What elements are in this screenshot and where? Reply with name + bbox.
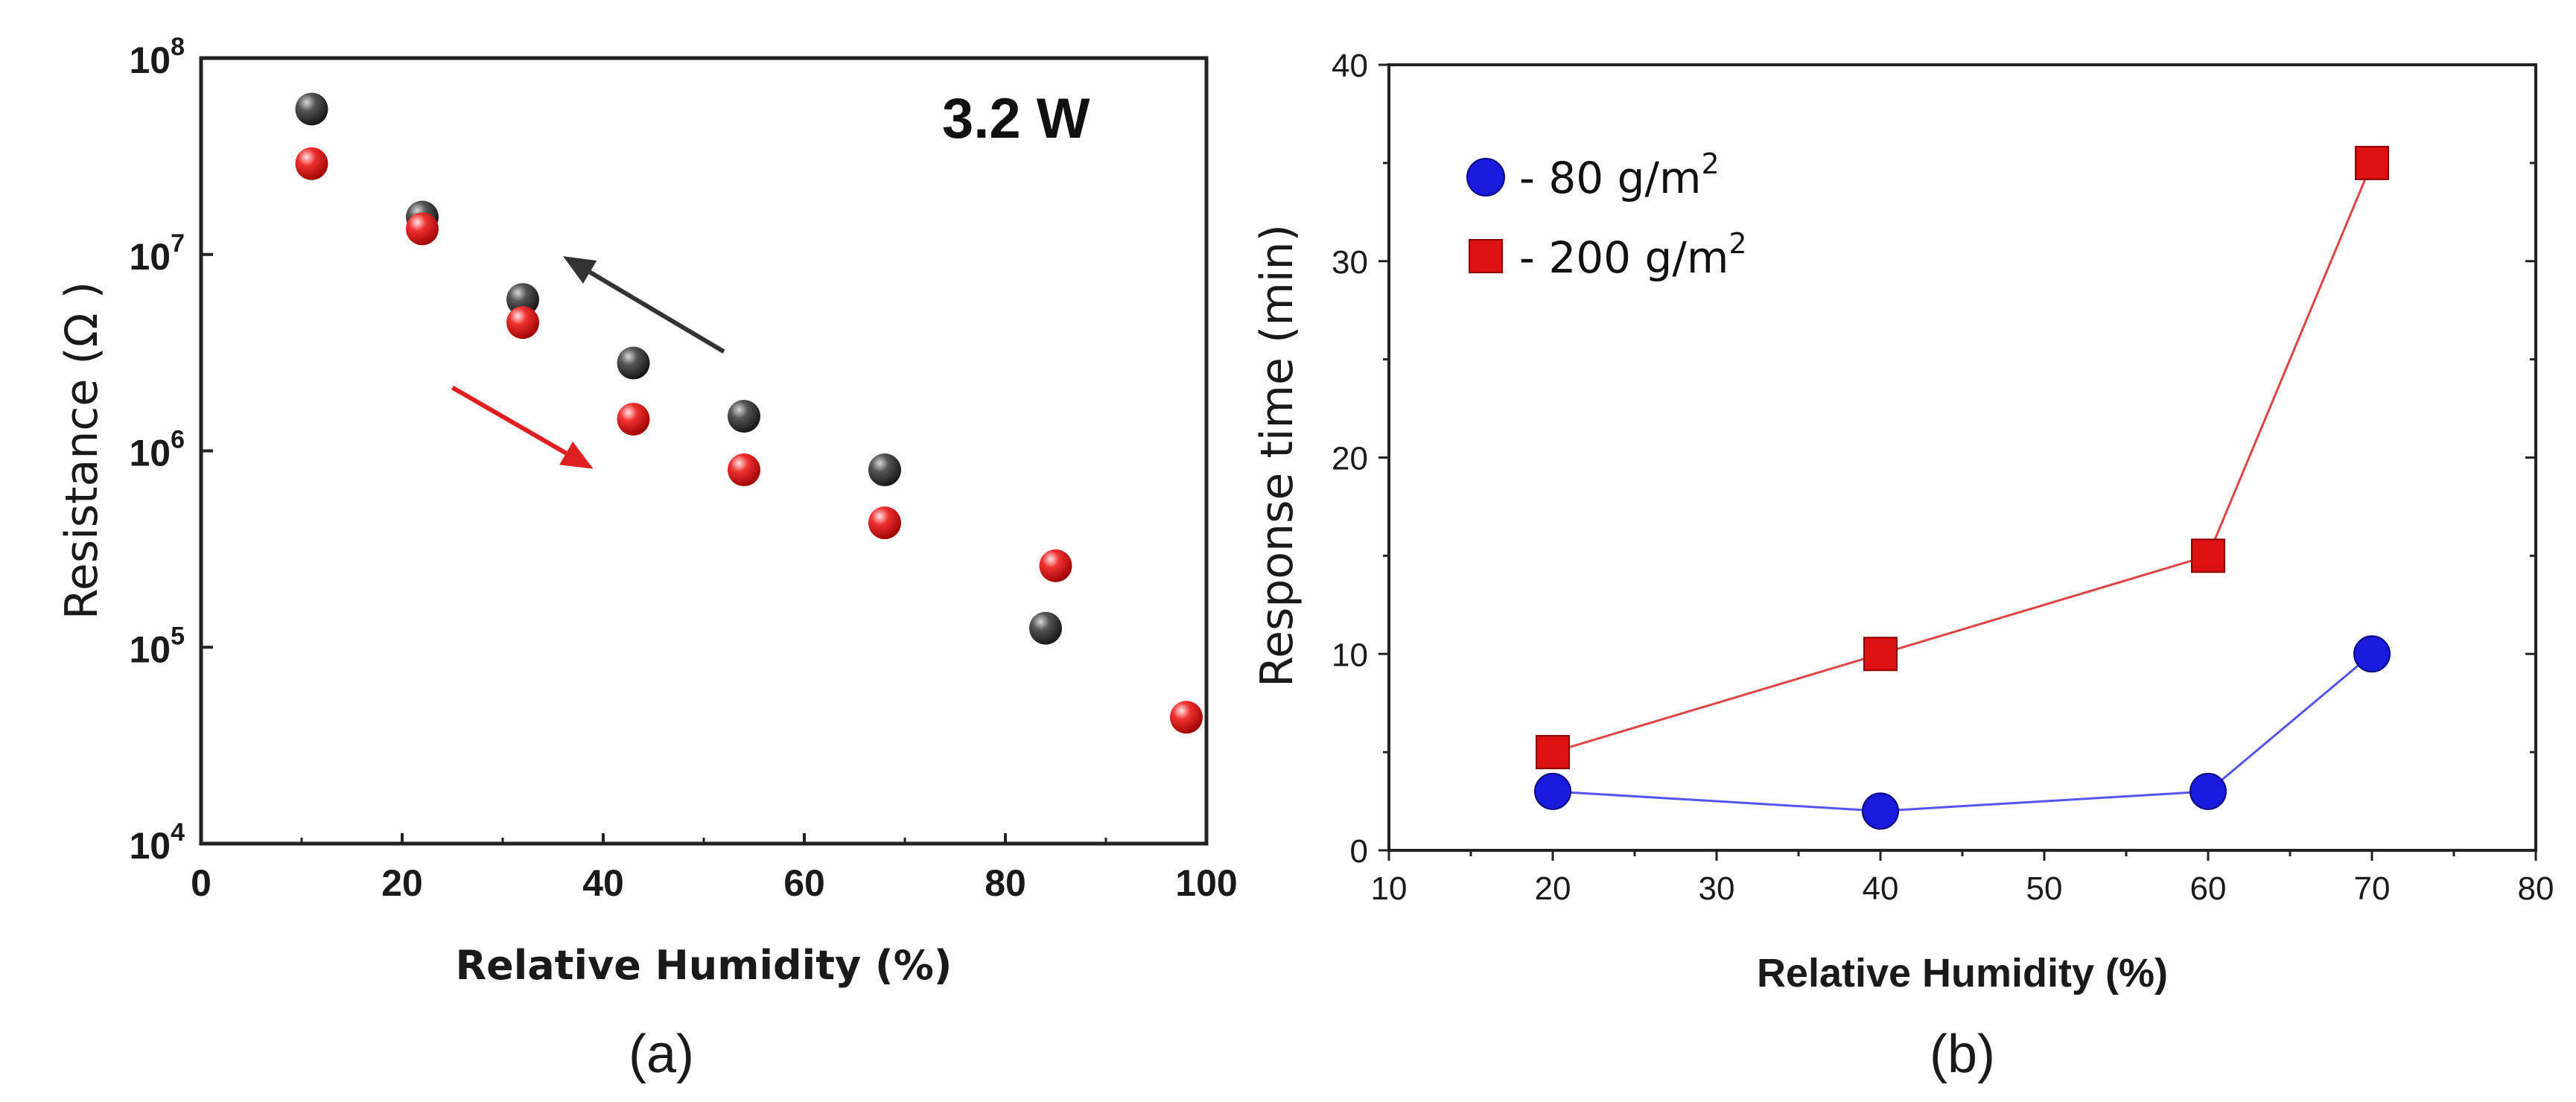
legend-200-label: - 200 g/m2 xyxy=(1519,227,1747,283)
chart-a-x-tick-label: 20 xyxy=(381,862,423,904)
chart-b-x-tick-label: 60 xyxy=(2190,870,2227,907)
chart-b-y-tick-label: 30 xyxy=(1332,244,1368,281)
chart-b-point-square xyxy=(2355,145,2389,180)
chart-b-point-square xyxy=(1863,637,1898,672)
chart-b-point-square xyxy=(1536,735,1570,770)
chart-a-x-axis-label: Relative Humidity (%) xyxy=(456,942,953,989)
chart-b-y-tick-label: 20 xyxy=(1332,441,1368,477)
chart-a-y-tick-label: 104 xyxy=(129,818,185,867)
chart-b-point-square xyxy=(2191,538,2225,573)
chart-a-y-axis-label: Resistance (Ω ) xyxy=(56,281,108,620)
legend-200-sup: 2 xyxy=(1729,227,1746,260)
black-arrow-shaft xyxy=(588,270,725,354)
chart-a-y-tick-base: 10 xyxy=(129,628,171,670)
chart-a-y-tick-base: 10 xyxy=(129,39,171,81)
chart-a-y-tick-exp: 5 xyxy=(171,622,185,650)
chart-a-x-tick-label: 80 xyxy=(985,862,1026,904)
chart-a-y-tick-base: 10 xyxy=(129,236,171,278)
legend-80-sup: 2 xyxy=(1701,147,1719,180)
chart-b-point-circle xyxy=(2189,772,2227,810)
chart-b-lines xyxy=(1552,162,2373,812)
chart-b-legend: - 80 g/m2 - 200 g/m2 xyxy=(1466,147,1747,283)
chart-b-y-tick-label: 40 xyxy=(1332,48,1368,84)
black-arrow-head xyxy=(563,256,597,284)
chart-a-point-desorption xyxy=(506,283,539,316)
chart-b-x-axis-label: Relative Humidity (%) xyxy=(1757,951,2168,996)
legend-80-label: - 80 g/m2 xyxy=(1519,147,1720,203)
chart-a-y-tick-label: 105 xyxy=(129,622,185,670)
chart-a-point-adsorption xyxy=(868,506,901,540)
chart-a-arrows xyxy=(451,256,725,469)
chart-a-y-tick-label: 106 xyxy=(129,426,185,474)
chart-a-y-tick-exp: 4 xyxy=(171,818,185,847)
chart-b-series-line-1 xyxy=(1552,162,2373,754)
chart-b-y-tick-label: 0 xyxy=(1350,833,1368,870)
chart-a-x-tick-label: 0 xyxy=(191,862,212,904)
legend-80-text: - 80 g/m xyxy=(1519,153,1701,203)
chart-b-point-circle xyxy=(1862,792,1899,830)
chart-a-plot-frame xyxy=(199,56,1209,846)
chart-a-x-tick-label: 100 xyxy=(1175,862,1237,904)
chart-b-x-tick-label: 40 xyxy=(1863,870,1899,907)
chart-a-points xyxy=(295,92,1203,734)
chart-a-point-adsorption xyxy=(506,306,539,340)
chart-a-point-desorption xyxy=(295,92,328,126)
chart-b-x-tick-label: 30 xyxy=(1699,870,1735,907)
red-arrow-shaft xyxy=(451,385,567,456)
legend-80-marker xyxy=(1466,158,1505,197)
chart-a-point-adsorption xyxy=(406,212,439,246)
chart-a-point-desorption xyxy=(1029,611,1062,645)
chart-a-point-desorption xyxy=(868,453,901,487)
chart-b-points xyxy=(1534,145,2391,830)
chart-a-point-desorption xyxy=(728,400,760,433)
chart-a-point-desorption xyxy=(617,346,650,380)
chart-a-panel-label: (a) xyxy=(629,1025,694,1084)
chart-a-point-adsorption xyxy=(1039,549,1072,582)
chart-b-panel-label: (b) xyxy=(1930,1025,1995,1084)
chart-a-y-tick-base: 10 xyxy=(129,433,171,474)
chart-b-plot-frame xyxy=(1387,63,2537,852)
chart-a-y-tick-exp: 8 xyxy=(171,33,185,61)
chart-b-series-line-0 xyxy=(1552,653,2373,812)
chart-b-point-circle xyxy=(1534,772,1571,810)
chart-a-y-tick-label: 108 xyxy=(129,33,185,81)
chart-a-point-adsorption xyxy=(617,402,650,436)
chart-a-x-tick-label: 40 xyxy=(582,862,624,904)
chart-b-x-tick-label: 70 xyxy=(2354,870,2391,907)
chart-b-x-tick-label: 10 xyxy=(1371,870,1408,907)
legend-200-marker xyxy=(1469,239,1503,273)
chart-a-point-adsorption xyxy=(728,453,760,487)
chart-a-point-adsorption xyxy=(295,147,328,180)
chart-a-y-tick-exp: 7 xyxy=(171,229,185,258)
chart-a-y-tick-base: 10 xyxy=(129,825,171,867)
chart-b-y-tick-label: 10 xyxy=(1332,637,1368,673)
chart-b-y-axis-label: Response time (min) xyxy=(1251,224,1303,687)
chart-b-x-tick-label: 50 xyxy=(2026,870,2063,907)
chart-a-point-adsorption xyxy=(1170,701,1203,734)
chart-b-x-tick-label: 80 xyxy=(2518,870,2554,907)
chart-a-annotation: 3.2 W xyxy=(942,87,1090,150)
red-arrow-head xyxy=(559,442,594,469)
chart-a-y-tick-exp: 6 xyxy=(171,426,185,454)
chart-b-point-circle xyxy=(2353,635,2391,673)
chart-a-y-tick-label: 107 xyxy=(129,229,185,278)
legend-200-text: - 200 g/m xyxy=(1519,232,1729,283)
chart-a-x-tick-label: 60 xyxy=(783,862,825,904)
chart-b-x-tick-label: 20 xyxy=(1535,870,1571,907)
